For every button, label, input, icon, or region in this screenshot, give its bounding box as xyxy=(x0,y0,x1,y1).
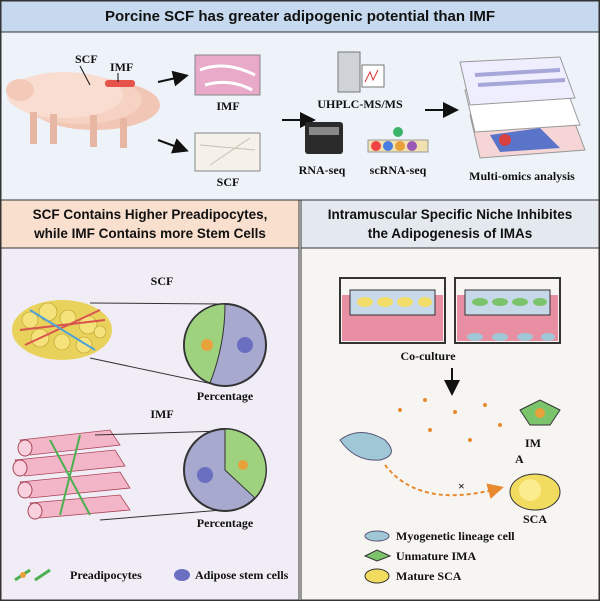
left-panel xyxy=(0,247,300,601)
header-bar xyxy=(0,0,600,33)
tissue-label: IMF xyxy=(216,99,239,113)
method-label: UHPLC-MS/MS xyxy=(317,97,403,111)
legend-label: Myogenetic lineage cell xyxy=(396,529,515,543)
right-header xyxy=(300,199,600,249)
coculture-wells xyxy=(339,277,561,344)
imf-tissue xyxy=(12,429,131,520)
imf-pie xyxy=(183,428,267,512)
right-title: Intramuscular Specific Niche Inhibites xyxy=(328,207,573,222)
sca-cell xyxy=(509,473,561,511)
ima-label: IM xyxy=(525,436,541,450)
factors xyxy=(398,398,502,442)
left-title: while IMF Contains more Stem Cells xyxy=(33,226,266,241)
legend-label: Adipose stem cells xyxy=(195,568,289,582)
tissue-label: SCF xyxy=(217,175,240,189)
pig-label: IMF xyxy=(110,60,133,74)
group-label: IMF xyxy=(150,407,173,421)
block-mark: × xyxy=(458,479,465,493)
sca-label: SCA xyxy=(523,512,547,526)
legend-label: Preadipocytes xyxy=(70,568,142,582)
result-label: Multi-omics analysis xyxy=(469,169,575,183)
step-label: Co-culture xyxy=(400,349,456,363)
left-header xyxy=(0,199,300,249)
scf-pie xyxy=(183,303,267,387)
pie-caption: Percentage xyxy=(197,389,254,403)
legend-icons xyxy=(363,530,392,584)
omics-layers xyxy=(459,56,586,159)
legend-icons xyxy=(14,568,190,582)
pig-label: SCF xyxy=(75,52,98,66)
method-label: scRNA-seq xyxy=(370,163,427,177)
ima-label: A xyxy=(515,452,524,466)
pigs xyxy=(6,65,160,148)
sequencer xyxy=(305,122,343,154)
header-title: Porcine SCF has greater adipogenic poten… xyxy=(105,8,495,25)
method-label: RNA-seq xyxy=(299,163,346,177)
right-title: the Adipogenesis of IMAs xyxy=(368,226,533,241)
ms-instrument xyxy=(337,51,385,93)
group-label: SCF xyxy=(151,274,174,288)
left-title: SCF Contains Higher Preadipocytes, xyxy=(33,207,268,222)
scf-tissue xyxy=(12,300,112,360)
scf-image xyxy=(194,132,261,172)
legend-label: Unmature IMA xyxy=(396,549,476,563)
legend-label: Mature SCA xyxy=(396,569,462,583)
myogenic-cell xyxy=(339,432,392,461)
pie-caption: Percentage xyxy=(197,516,254,530)
sc-chip xyxy=(367,127,429,153)
